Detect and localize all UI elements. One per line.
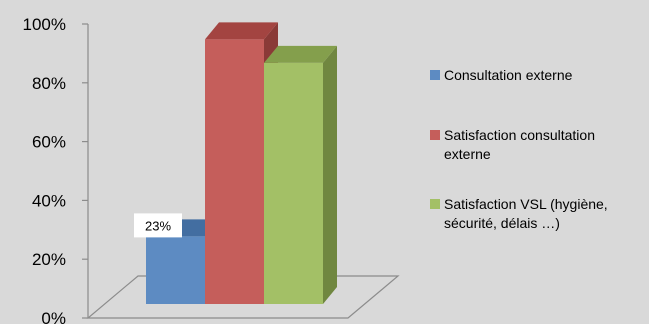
data-label: 23% (145, 218, 171, 233)
y-tick-label: 60% (32, 133, 66, 152)
legend: Consultation externe Satisfaction consult… (430, 67, 608, 231)
y-axis: 0% 20% 40% 60% 80% 100% (23, 15, 89, 324)
legend-swatch (430, 199, 440, 209)
y-tick-label: 100% (23, 15, 66, 34)
legend-label: externe (444, 146, 491, 162)
legend-swatch (430, 70, 440, 80)
legend-item-3: Satisfaction VSL (hygiène, sécurité, déla… (430, 196, 608, 231)
bar-side (323, 45, 337, 305)
bar-3 (264, 45, 337, 305)
legend-label: Satisfaction VSL (hygiène, (444, 196, 608, 212)
legend-label: Consultation externe (444, 67, 573, 83)
legend-item-1: Consultation externe (430, 67, 573, 83)
y-tick-label: 20% (32, 250, 66, 269)
bars: 23% (134, 22, 337, 305)
bar-front (146, 236, 205, 304)
data-label-box (134, 213, 182, 238)
legend-item-2: Satisfaction consultation externe (430, 127, 595, 162)
bar-front (264, 62, 323, 304)
bar-top (205, 22, 278, 40)
legend-swatch (430, 130, 440, 140)
bar-front (205, 39, 264, 305)
legend-label: sécurité, délais …) (444, 215, 560, 231)
y-tick-label: 80% (32, 74, 66, 93)
y-tick-label: 40% (32, 191, 66, 210)
y-tick-label: 0% (41, 309, 66, 324)
bar-top (264, 45, 337, 63)
legend-label: Satisfaction consultation (444, 127, 595, 143)
